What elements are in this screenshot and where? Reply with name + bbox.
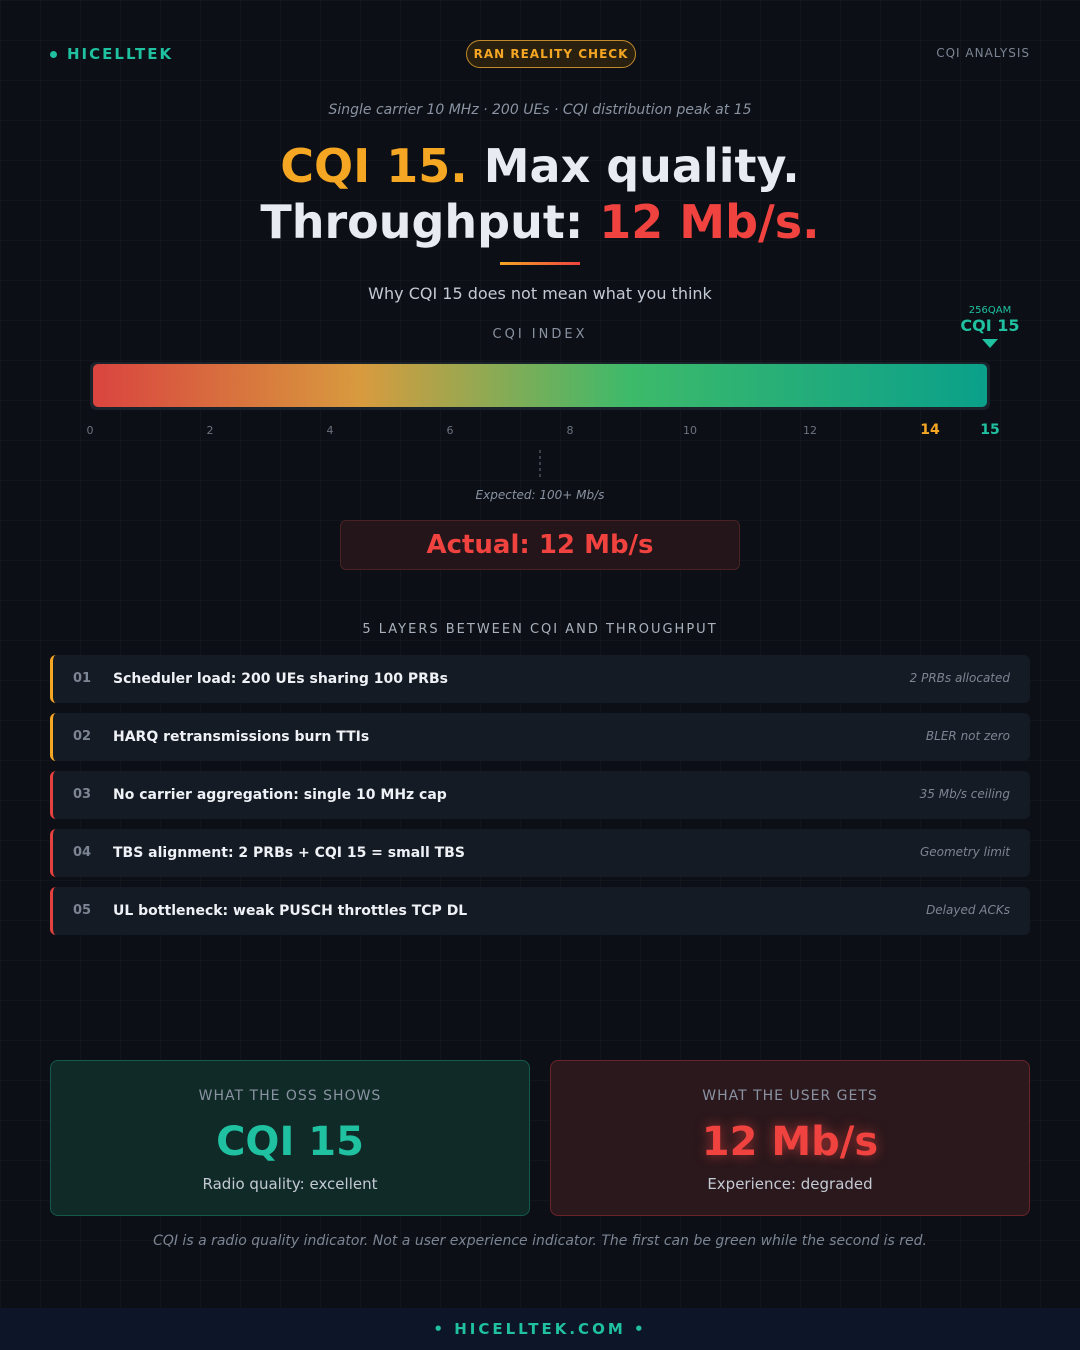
scale-label: CQI INDEX xyxy=(492,327,588,342)
headline: CQI 15. Max quality. Throughput: 12 Mb/s… xyxy=(0,138,1080,250)
oss-card: WHAT THE OSS SHOWS CQI 15 Radio quality:… xyxy=(50,1060,530,1216)
marker-modulation: 256QAM xyxy=(969,305,1011,316)
tick-label: 6 xyxy=(447,424,454,437)
layer-row: 01 Scheduler load: 200 UEs sharing 100 PR… xyxy=(50,655,1030,703)
layer-note: 2 PRBs allocated xyxy=(909,671,1010,685)
card-caption: Radio quality: excellent xyxy=(202,1175,378,1193)
card-label: WHAT THE USER GETS xyxy=(702,1088,878,1104)
layers-title: 5 LAYERS BETWEEN CQI AND THROUGHPUT xyxy=(362,622,718,637)
actual-box: Actual: 12 Mb/s xyxy=(340,520,740,570)
layer-text: HARQ retransmissions burn TTIs xyxy=(113,729,370,745)
layer-number: 01 xyxy=(73,671,92,686)
footnote: CQI is a radio quality indicator. Not a … xyxy=(153,1233,927,1249)
expected-label: Expected: 100+ Mb/s xyxy=(476,488,605,502)
tick-label: 4 xyxy=(327,424,334,437)
footer: • HICELLTEK.COM • xyxy=(0,1308,1080,1350)
card-value: 12 Mb/s xyxy=(701,1119,879,1165)
layer-text: No carrier aggregation: single 10 MHz ca… xyxy=(113,787,447,803)
bar-gradient xyxy=(93,364,987,407)
card-value: CQI 15 xyxy=(216,1119,364,1165)
layer-row: 03 No carrier aggregation: single 10 MHz … xyxy=(50,771,1030,819)
layer-row: 04 TBS alignment: 2 PRBs + CQI 15 = small… xyxy=(50,829,1030,877)
layer-text: Scheduler load: 200 UEs sharing 100 PRBs xyxy=(113,671,448,687)
layer-number: 03 xyxy=(73,787,92,802)
brand: HICELLTEK xyxy=(50,45,173,63)
tick-label: 14 xyxy=(920,422,940,438)
headline-part: Throughput: xyxy=(260,195,584,249)
layer-text: UL bottleneck: weak PUSCH throttles TCP … xyxy=(113,903,468,919)
divider xyxy=(500,262,580,265)
layer-note: BLER not zero xyxy=(925,729,1010,743)
section-label: CQI ANALYSIS xyxy=(936,46,1030,60)
layer-number: 05 xyxy=(73,903,92,918)
layer-row: 02 HARQ retransmissions burn TTIs BLER not… xyxy=(50,713,1030,761)
context: Single carrier 10 MHz · 200 UEs · CQI di… xyxy=(328,102,752,118)
marker xyxy=(982,339,998,348)
layer-note: Geometry limit xyxy=(919,845,1010,859)
tick-label: 0 xyxy=(87,424,94,437)
headline-part: CQI 15. xyxy=(280,139,468,193)
subtitle: Why CQI 15 does not mean what you think xyxy=(368,284,712,303)
footer-url: HICELLTEK.COM xyxy=(454,1320,626,1338)
layer-number: 04 xyxy=(73,845,92,860)
tick-label: 8 xyxy=(567,424,574,437)
tick-label: 10 xyxy=(683,424,697,437)
layer-number: 02 xyxy=(73,729,92,744)
tick-label: 12 xyxy=(803,424,817,437)
layer-text: TBS alignment: 2 PRBs + CQI 15 = small T… xyxy=(113,845,465,861)
user-card: WHAT THE USER GETS 12 Mb/s Experience: d… xyxy=(550,1060,1030,1216)
tick-label: 2 xyxy=(207,424,214,437)
card-label: WHAT THE OSS SHOWS xyxy=(198,1088,382,1104)
cqi-scale: Expected: 100+ Mb/s 0 2 4 6 8 10 12 14 15256QAMC… xyxy=(87,305,1020,502)
tick-label: 15 xyxy=(980,422,999,438)
badge: RAN REALITY CHECK xyxy=(466,40,636,68)
card-caption: Experience: degraded xyxy=(707,1175,873,1193)
headline-part: 12 Mb/s. xyxy=(599,195,820,249)
marker-label: CQI 15 xyxy=(960,316,1019,335)
layer-note: 35 Mb/s ceiling xyxy=(919,787,1010,801)
layer-row: 05 UL bottleneck: weak PUSCH throttles TC… xyxy=(50,887,1030,935)
layer-note: Delayed ACKs xyxy=(926,903,1010,917)
headline-part: Max quality. xyxy=(483,139,800,193)
